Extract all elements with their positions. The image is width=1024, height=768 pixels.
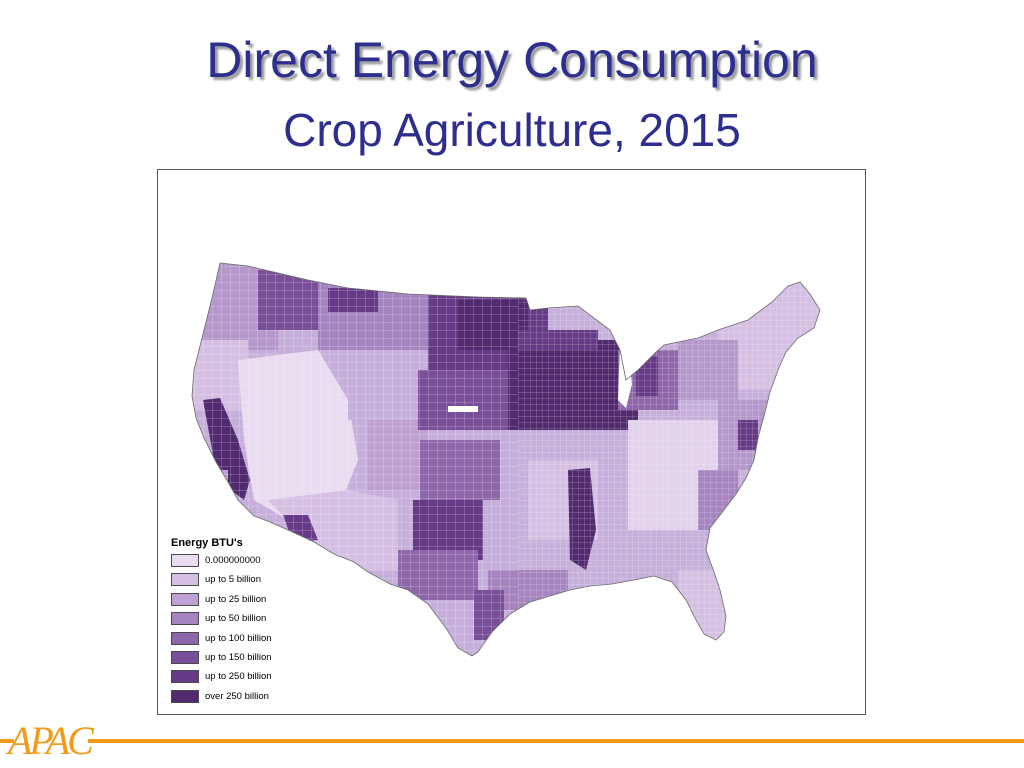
legend-title: Energy BTU's [171, 537, 243, 549]
slide-title: Direct Energy Consumption [206, 32, 818, 88]
legend-label: up to 100 billion [205, 632, 272, 644]
legend-swatch [171, 670, 199, 684]
slide-subtitle: Crop Agriculture, 2015 [283, 104, 741, 156]
map-frame: Energy BTU's 0.000000000 up to 5 billion u… [157, 169, 866, 715]
legend-label: up to 150 billion [205, 651, 272, 663]
legend-swatch [171, 573, 199, 587]
legend-swatch [171, 592, 199, 606]
legend-swatch [171, 689, 199, 703]
legend-items: 0.000000000 up to 5 billion up to 25 billi… [171, 552, 321, 707]
legend-item: up to 50 billion [171, 610, 321, 629]
legend-item: 0.000000000 [171, 552, 321, 571]
map-legend: Energy BTU's 0.000000000 up to 5 billion u… [171, 536, 321, 707]
legend-item: up to 150 billion [171, 649, 321, 668]
legend-label: over 250 billion [205, 690, 269, 702]
legend-label: up to 50 billion [205, 613, 267, 625]
legend-swatch [171, 650, 199, 664]
legend-swatch [171, 631, 199, 645]
legend-item: up to 5 billion [171, 571, 321, 590]
legend-label: up to 250 billion [205, 671, 272, 683]
legend-swatch [171, 554, 199, 567]
legend-swatch [171, 612, 199, 626]
legend-item: up to 25 billion [171, 591, 321, 610]
legend-label: up to 5 billion [205, 574, 261, 586]
apac-logo: APAC [8, 718, 94, 763]
legend-label: 0.000000000 [205, 555, 261, 566]
legend-item: over 250 billion [171, 688, 321, 707]
footer-rule-left [0, 739, 14, 743]
legend-item: up to 100 billion [171, 630, 321, 649]
legend-label: up to 25 billion [205, 593, 267, 605]
footer-rule [88, 739, 1024, 743]
us-county-map [191, 262, 821, 657]
legend-item: up to 250 billion [171, 668, 321, 687]
